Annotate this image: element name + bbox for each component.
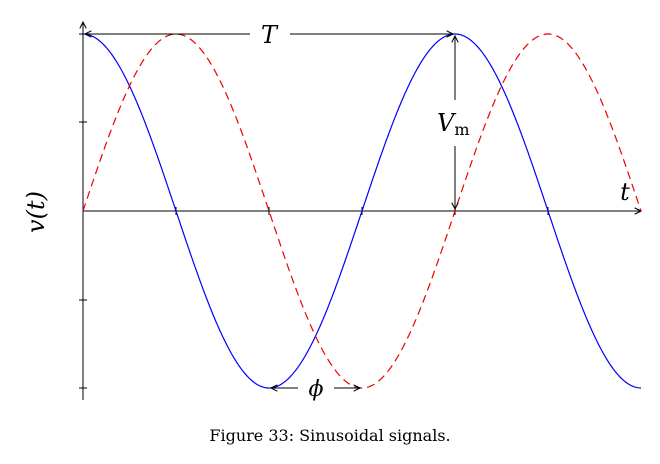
y-axis-label: v(t)	[22, 191, 50, 233]
sin-series-line	[82, 33, 642, 389]
period-label: T	[261, 21, 279, 49]
figure-caption: Figure 33: Sinusoidal signals.	[209, 426, 451, 445]
x-axis-label: t	[620, 178, 630, 206]
phase-label: ϕ	[309, 377, 324, 402]
amplitude-label: Vm	[437, 109, 470, 139]
cos-series-line	[82, 33, 642, 389]
